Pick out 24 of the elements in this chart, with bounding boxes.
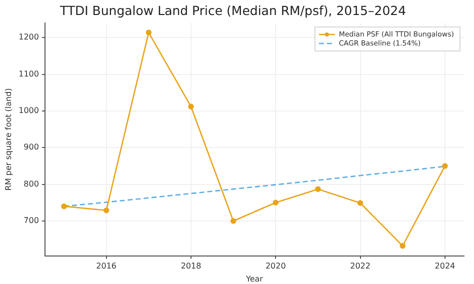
y-tick-label: 1100 bbox=[18, 69, 39, 78]
point bbox=[357, 200, 364, 206]
point bbox=[188, 104, 194, 110]
y-tick-label: 800 bbox=[24, 179, 39, 188]
x-tick-label: 2018 bbox=[180, 262, 202, 271]
x-tick-label: 2022 bbox=[350, 262, 370, 271]
y-tick-label: 700 bbox=[24, 216, 39, 226]
x-axis-title: Year bbox=[245, 274, 264, 284]
point bbox=[61, 203, 67, 210]
chart-title: TTDI Bungalow Land Price (Median RM/psf), 2015–2024 bbox=[58, 2, 406, 18]
point bbox=[146, 30, 152, 36]
point bbox=[400, 243, 406, 249]
point bbox=[272, 200, 278, 206]
point bbox=[230, 218, 236, 224]
point bbox=[442, 163, 448, 169]
x-tick-label: 2016 bbox=[96, 262, 117, 271]
x-tick-label: 2020 bbox=[265, 262, 286, 271]
x-tick-label: 2024 bbox=[434, 262, 456, 271]
y-tick-label: 1200 bbox=[18, 32, 39, 42]
y-tick-label: 900 bbox=[24, 142, 39, 152]
y-tick-label: 1000 bbox=[18, 106, 39, 116]
point bbox=[103, 207, 110, 214]
y-axis-title: RM per square foot (land) bbox=[4, 88, 13, 191]
point bbox=[315, 186, 321, 192]
